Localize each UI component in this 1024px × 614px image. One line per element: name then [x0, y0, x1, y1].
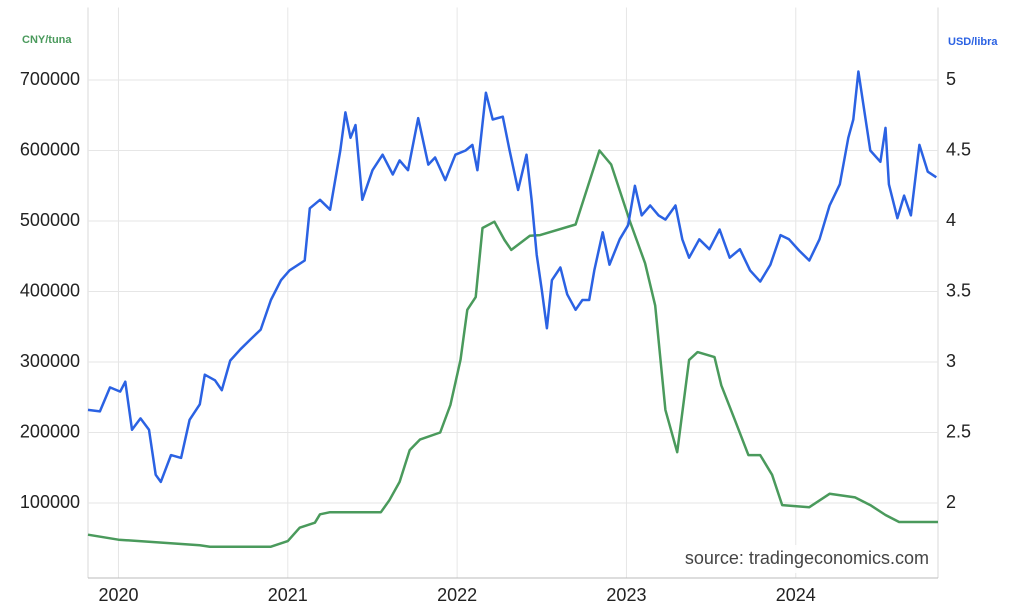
- x-tick-label: 2021: [268, 585, 308, 605]
- y2-tick-label: 2.5: [946, 421, 971, 441]
- y2-tick-label: 2: [946, 492, 956, 512]
- data-line: [87, 70, 937, 484]
- source-background: [648, 545, 934, 573]
- source-label: source: tradingeconomics.com: [685, 548, 929, 568]
- x-tick-label: 2022: [437, 585, 477, 605]
- y2-axis-unit: USD/libra: [948, 36, 998, 48]
- y-tick-label: 500000: [20, 210, 80, 230]
- y2-tick-label: 3: [946, 351, 956, 371]
- y-tick-label: 200000: [20, 421, 80, 441]
- y2-tick-label: 3.5: [946, 280, 971, 300]
- x-tick-label: 2020: [98, 585, 138, 605]
- data-line: [87, 149, 938, 548]
- y-tick-label: 700000: [20, 69, 80, 89]
- y2-tick-label: 4: [946, 210, 956, 230]
- x-tick-label: 2023: [606, 585, 646, 605]
- y2-tick-label: 4.5: [946, 139, 971, 159]
- y-tick-label: 300000: [20, 351, 80, 371]
- y-tick-label: 600000: [20, 139, 80, 159]
- y-axis-unit: CNY/tuna: [22, 34, 72, 46]
- y-tick-label: 100000: [20, 492, 80, 512]
- y-tick-label: 400000: [20, 280, 80, 300]
- x-tick-label: 2024: [776, 585, 816, 605]
- y2-tick-label: 5: [946, 69, 956, 89]
